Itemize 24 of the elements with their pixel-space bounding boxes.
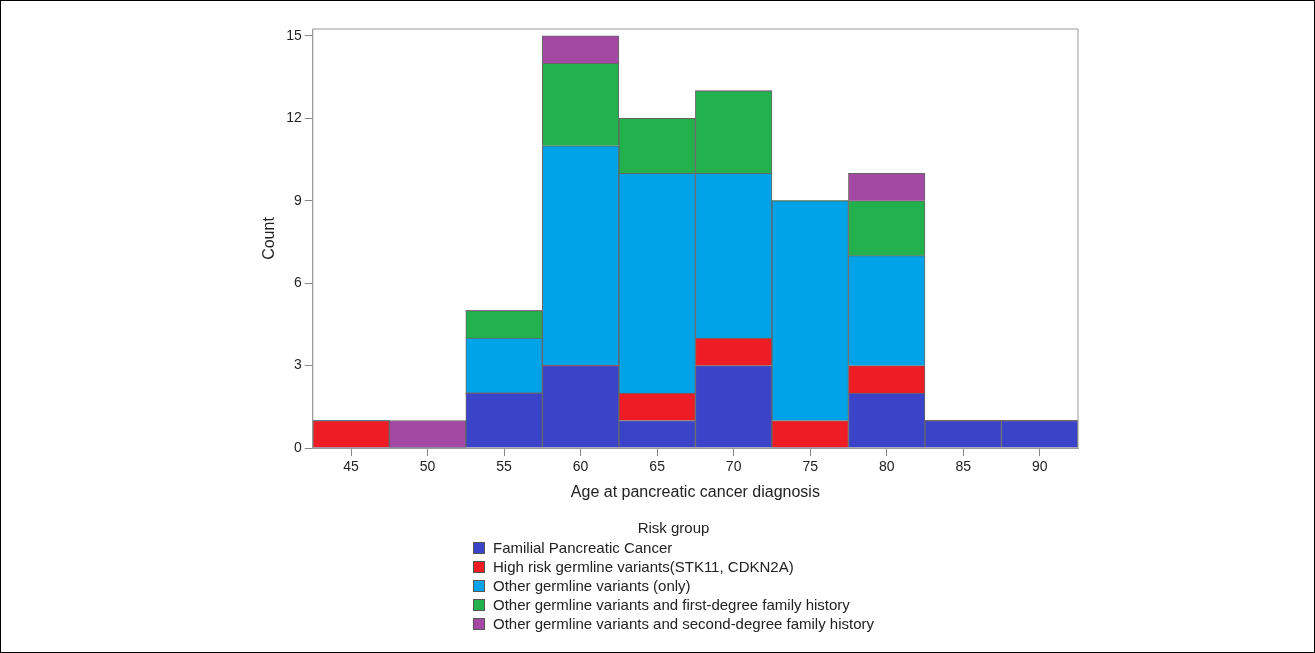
legend-label: Other germline variants (only) [493,576,691,595]
x-tick-label: 70 [725,458,742,475]
x-tick-label: 75 [802,458,819,475]
y-tick-label: 0 [293,438,302,455]
x-tick-label: 60 [572,458,589,475]
x-axis-title: Age at pancreatic cancer diagnosis [570,482,820,500]
legend-label: Familial Pancreatic Cancer [493,538,673,557]
y-tick-label: 12 [286,109,302,126]
legend-title: Risk group [636,519,711,536]
x-tick-label: 85 [955,458,972,475]
y-tick-label: 3 [293,356,302,373]
y-tick-label: 15 [286,26,302,43]
x-tick-label: 50 [419,458,436,475]
legend-label: High risk germline variants(STK11, CDKN2A) [493,557,794,576]
x-tick-label: 65 [649,458,666,475]
y-axis-title: Count [260,216,278,260]
x-tick-label: 90 [1031,458,1048,475]
x-tick-label: 55 [496,458,513,475]
x-tick-label: 80 [878,458,895,475]
legend-label: Other germline variants and second-degree family history [493,614,875,633]
y-tick-label: 6 [293,274,302,291]
legend-label: Other germline variants and first-degree family history [493,595,850,614]
y-tick-label: 9 [293,191,302,208]
x-tick-label: 45 [343,458,360,475]
